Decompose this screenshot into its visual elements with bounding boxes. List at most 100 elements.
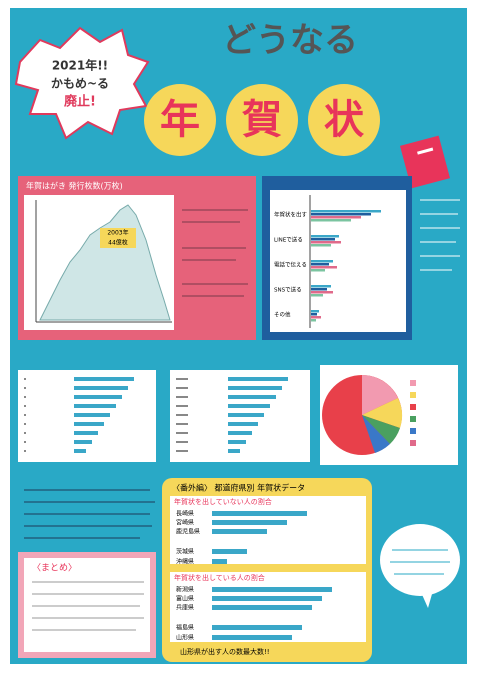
prefecture-label: 新潟県 [176, 586, 194, 594]
bar [212, 549, 247, 554]
bar [228, 431, 252, 435]
title-circle [308, 84, 380, 156]
summary-box [24, 558, 150, 652]
prefecture-label: 宮崎県 [176, 519, 194, 527]
bar [212, 596, 322, 601]
title-circle [226, 84, 298, 156]
prefecture-label: 福島県 [176, 624, 194, 632]
title-top: どうなる [222, 21, 358, 61]
bar [311, 316, 321, 319]
bar [212, 559, 227, 564]
post-icon [417, 147, 434, 155]
bar [311, 263, 329, 266]
bar [212, 605, 312, 610]
badge-text: かもめ~る [51, 77, 109, 91]
bar [311, 244, 331, 247]
prefecture-label: 長崎県 [176, 510, 194, 518]
legend-swatch [410, 440, 416, 446]
category-label: その他 [274, 311, 291, 319]
pie-slice [362, 415, 390, 453]
legend-swatch [410, 416, 416, 422]
bar [212, 520, 287, 525]
legend-swatch [410, 428, 416, 434]
bar [311, 241, 341, 244]
bar [311, 210, 381, 213]
chart-card [170, 496, 366, 564]
bar [74, 440, 92, 444]
chart-title: 年賀状を出している人の割合 [174, 573, 265, 582]
label-placeholder [176, 441, 188, 443]
label-placeholder [24, 405, 26, 407]
bar [228, 449, 240, 453]
prefecture-label: 鹿児島県 [176, 528, 200, 536]
legend-swatch [410, 404, 416, 410]
bar [311, 269, 325, 272]
prefecture-label: 兵庫県 [176, 604, 194, 612]
label-placeholder [24, 441, 26, 443]
bar [311, 310, 319, 313]
category-label: 年賀状を出す [274, 211, 308, 219]
bar [212, 511, 307, 516]
bar [311, 294, 323, 297]
bar [311, 313, 317, 316]
annotation: 2003年 [107, 229, 128, 237]
title-char: 年 [160, 97, 200, 143]
prefecture-label: 山形県 [176, 634, 194, 642]
area [39, 204, 171, 321]
bar [311, 238, 335, 241]
badge-text: 2021年!! [52, 58, 108, 73]
bar [311, 266, 337, 269]
label-placeholder [176, 414, 188, 416]
bar [212, 635, 292, 640]
pie-slice [362, 415, 400, 444]
category-label: LINEで送る [274, 236, 303, 244]
label-placeholder [176, 450, 188, 452]
label-placeholder [24, 423, 26, 425]
label-placeholder [24, 396, 26, 398]
bar [74, 395, 122, 399]
bar [311, 319, 316, 322]
bar [212, 587, 332, 592]
prefecture-footer: 山形県が出す人の数最大数!! [180, 647, 270, 656]
bar [311, 260, 333, 263]
bar [311, 216, 361, 219]
summary-title: 〈まとめ〉 [32, 563, 77, 574]
legend-swatch [410, 392, 416, 398]
bar [74, 386, 128, 390]
speech-bubble-tail [420, 590, 432, 608]
label-placeholder [176, 423, 188, 425]
bar [228, 386, 282, 390]
label-placeholder [24, 378, 26, 380]
annotation-box [100, 228, 136, 248]
label-placeholder [176, 405, 188, 407]
bar [74, 431, 98, 435]
bar [311, 213, 371, 216]
label-placeholder [24, 414, 26, 416]
bar [228, 377, 288, 381]
panel-title: 年賀はがき 発行枚数(万枚) [26, 181, 123, 191]
bar [311, 235, 339, 238]
pie-slice [362, 375, 398, 415]
bar [228, 395, 276, 399]
bar [74, 422, 104, 426]
title-char: 状 [324, 97, 365, 143]
label-placeholder [176, 378, 188, 380]
bar [74, 404, 116, 408]
bar [228, 404, 270, 408]
prefecture-label: 茨城県 [176, 548, 194, 556]
annotation: 44億枚 [108, 239, 128, 247]
prefecture-label: 沖縄県 [176, 558, 194, 566]
label-placeholder [24, 450, 26, 452]
label-placeholder [176, 387, 188, 389]
bar [311, 291, 333, 294]
legend-swatch [410, 380, 416, 386]
bar [311, 219, 351, 222]
bar [228, 422, 258, 426]
title-char: 賀 [242, 97, 282, 143]
bar [74, 413, 110, 417]
category-label: 電話で伝える [274, 261, 307, 269]
category-label: SNSで送る [274, 286, 302, 294]
bar [228, 413, 264, 417]
bar [212, 529, 267, 534]
